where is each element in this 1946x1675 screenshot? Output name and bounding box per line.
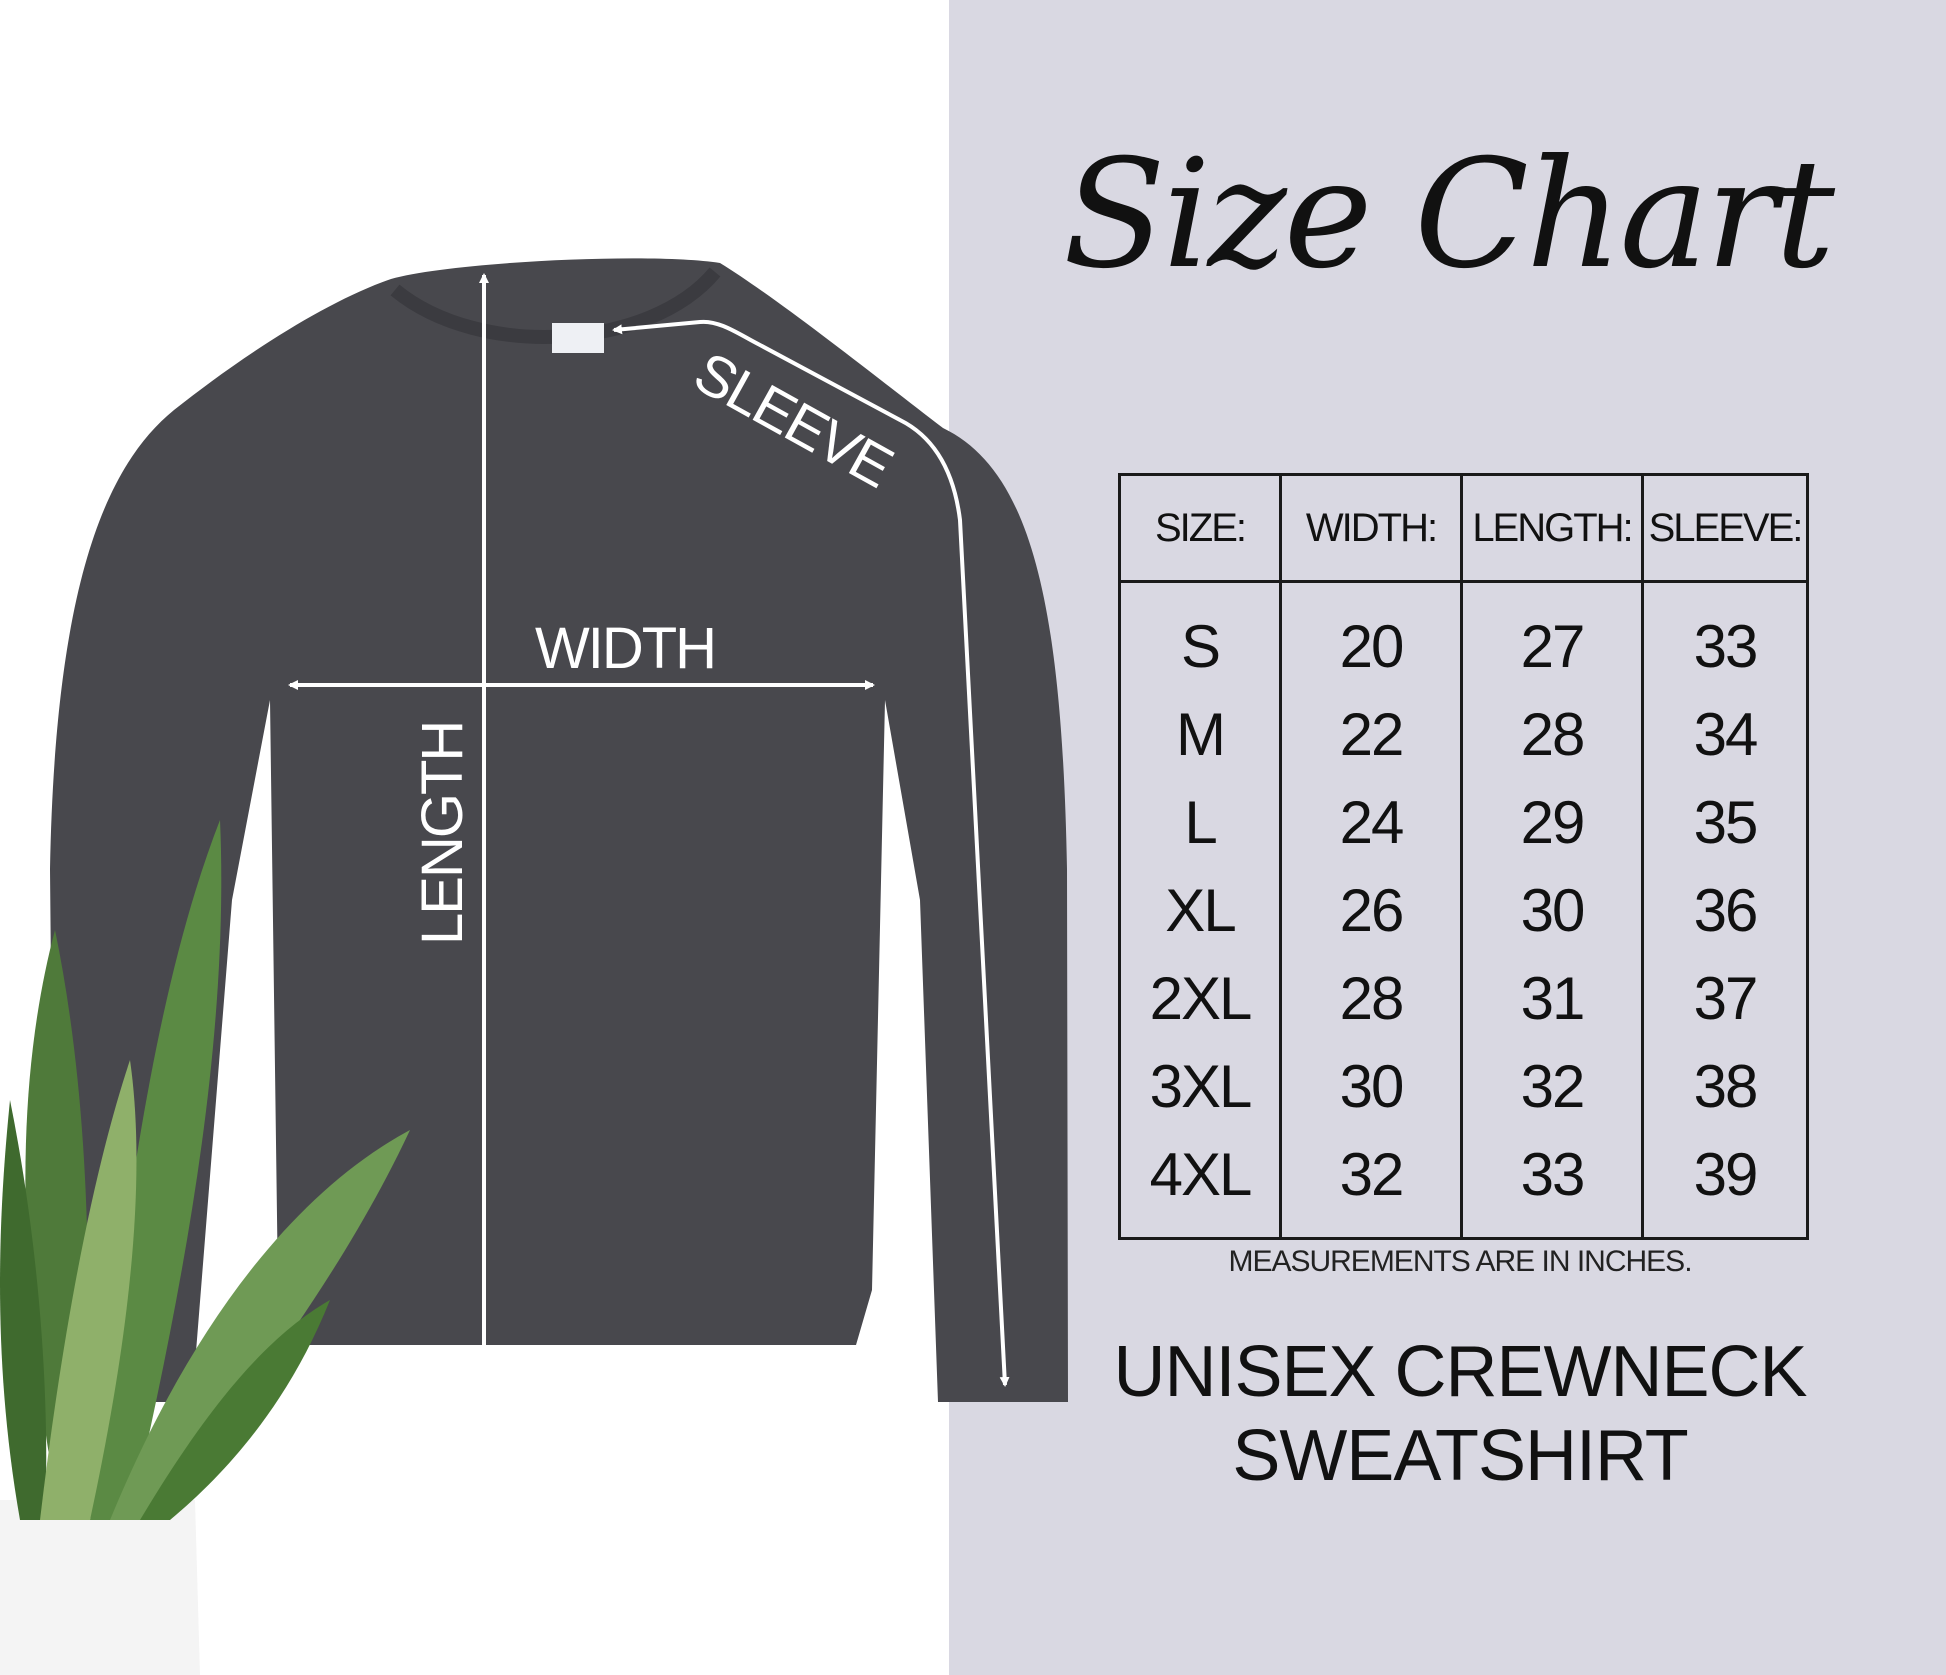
table-row: M 22 28 34 — [1118, 690, 1809, 778]
size-table: SIZE: WIDTH: LENGTH: SLEEVE: S 20 27 33 M 22… — [1118, 473, 1809, 1240]
table-row: L 24 29 35 — [1118, 778, 1809, 866]
cell-length: 27 — [1460, 581, 1644, 690]
header-width: WIDTH: — [1279, 473, 1463, 583]
cell-sleeve: 33 — [1641, 581, 1809, 690]
cell-width: 24 — [1279, 778, 1463, 866]
cell-sleeve: 35 — [1641, 778, 1809, 866]
cell-sleeve: 34 — [1641, 690, 1809, 778]
cell-length: 30 — [1460, 866, 1644, 954]
neck-label-tag — [552, 323, 604, 353]
table-row: 2XL 28 31 37 — [1118, 954, 1809, 1042]
cell-sleeve: 38 — [1641, 1042, 1809, 1130]
cell-size: 2XL — [1118, 954, 1282, 1042]
cell-width: 20 — [1279, 581, 1463, 690]
length-label: LENGTH — [410, 722, 475, 945]
cell-size: 3XL — [1118, 1042, 1282, 1130]
cell-width: 26 — [1279, 866, 1463, 954]
header-length: LENGTH: — [1460, 473, 1644, 583]
cell-size: 4XL — [1118, 1130, 1282, 1240]
product-name: UNISEX CREWNECK SWEATSHIRT — [1000, 1330, 1920, 1498]
header-sleeve: SLEEVE: — [1641, 473, 1809, 583]
cell-width: 30 — [1279, 1042, 1463, 1130]
product-name-line2: SWEATSHIRT — [1232, 1416, 1688, 1496]
table-row: XL 26 30 36 — [1118, 866, 1809, 954]
cell-length: 31 — [1460, 954, 1644, 1042]
table-row: 3XL 30 32 38 — [1118, 1042, 1809, 1130]
page-title: Size Chart — [1063, 128, 1835, 302]
cell-width: 22 — [1279, 690, 1463, 778]
cell-sleeve: 36 — [1641, 866, 1809, 954]
width-label: WIDTH — [535, 616, 715, 681]
cell-size: M — [1118, 690, 1282, 778]
cell-width: 28 — [1279, 954, 1463, 1042]
cell-length: 28 — [1460, 690, 1644, 778]
cell-size: S — [1118, 581, 1282, 690]
measurement-note: MEASUREMENTS ARE IN INCHES. — [1228, 1245, 1692, 1278]
table-row: S 20 27 33 — [1118, 581, 1809, 690]
cell-sleeve: 37 — [1641, 954, 1809, 1042]
cell-length: 29 — [1460, 778, 1644, 866]
cell-size: XL — [1118, 866, 1282, 954]
product-name-line1: UNISEX CREWNECK — [1113, 1332, 1807, 1412]
cell-sleeve: 39 — [1641, 1130, 1809, 1240]
snake-plant — [0, 820, 410, 1675]
cell-length: 33 — [1460, 1130, 1644, 1240]
cell-size: L — [1118, 778, 1282, 866]
table-row: 4XL 32 33 39 — [1118, 1130, 1809, 1240]
cell-width: 32 — [1279, 1130, 1463, 1240]
table-header-row: SIZE: WIDTH: LENGTH: SLEEVE: — [1118, 473, 1809, 583]
cell-length: 32 — [1460, 1042, 1644, 1130]
sleeve-arrow — [612, 319, 1010, 1387]
header-size: SIZE: — [1118, 473, 1282, 583]
